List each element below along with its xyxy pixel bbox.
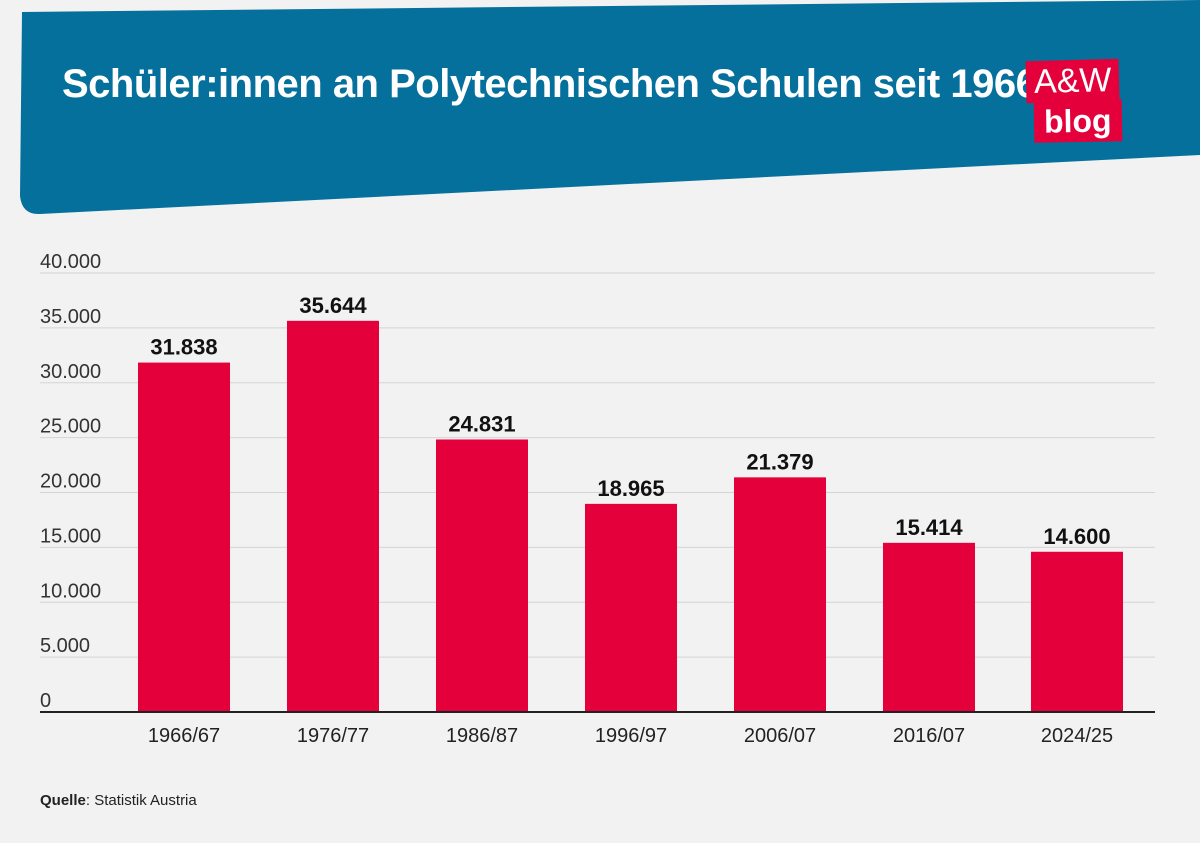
- y-tick-label: 25.000: [40, 416, 101, 438]
- x-tick-label: 2016/07: [893, 725, 965, 747]
- y-tick-label: 40.000: [40, 251, 101, 273]
- y-tick-label: 0: [40, 690, 51, 712]
- source-text: : Statistik Austria: [85, 792, 197, 809]
- data-label: 18.965: [597, 476, 664, 501]
- source-label: Quelle: [40, 792, 86, 809]
- data-label: 21.379: [746, 449, 813, 474]
- bar: [436, 439, 528, 712]
- y-tick-label: 10.000: [40, 580, 101, 602]
- bar: [883, 542, 975, 712]
- data-label: 24.831: [448, 411, 515, 436]
- source-note: Quelle: Statistik Austria: [40, 792, 197, 809]
- x-tick-label: 2024/25: [1041, 725, 1113, 747]
- header-banner: [20, 0, 1200, 215]
- x-tick-label: 1996/97: [595, 725, 667, 747]
- page-title: Schüler:innen an Polytechnischen Schulen…: [62, 62, 1038, 106]
- bar: [1031, 551, 1123, 712]
- x-tick-label: 2006/07: [744, 725, 816, 747]
- data-label: 14.600: [1043, 524, 1110, 549]
- y-tick-label: 5.000: [40, 635, 90, 657]
- bar: [734, 477, 826, 712]
- y-tick-label: 35.000: [40, 306, 101, 328]
- bar: [585, 503, 677, 712]
- x-tick-label: 1976/77: [297, 725, 369, 747]
- y-tick-label: 20.000: [40, 471, 101, 493]
- data-label: 15.414: [895, 515, 963, 540]
- y-tick-label: 30.000: [40, 361, 101, 383]
- y-tick-label: 15.000: [40, 525, 101, 547]
- data-label: 35.644: [299, 293, 367, 318]
- x-tick-label: 1966/67: [148, 725, 220, 747]
- bar: [138, 362, 230, 712]
- x-tick-label: 1986/87: [446, 725, 518, 747]
- data-label: 31.838: [150, 335, 217, 360]
- bar: [287, 320, 379, 712]
